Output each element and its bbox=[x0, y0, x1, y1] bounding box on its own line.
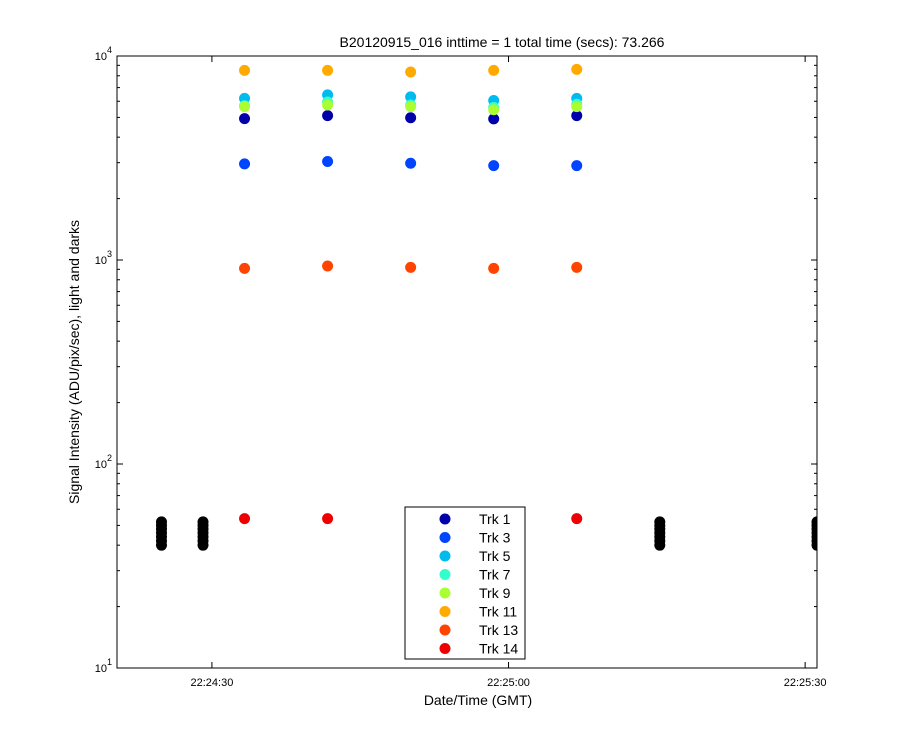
y-tick-label: 10 bbox=[95, 663, 107, 675]
series-point bbox=[239, 101, 251, 113]
series-point bbox=[571, 160, 583, 172]
series-point bbox=[322, 260, 334, 272]
dark-point bbox=[654, 516, 666, 528]
legend-marker bbox=[439, 624, 451, 636]
legend-label: Trk 7 bbox=[479, 567, 511, 583]
y-tick-label: 10 bbox=[95, 459, 107, 471]
x-tick-label: 22:24:30 bbox=[191, 677, 234, 689]
series-point bbox=[571, 63, 583, 75]
y-tick-exponent: 2 bbox=[107, 453, 112, 463]
y-tick-exponent: 3 bbox=[107, 249, 112, 259]
series-point bbox=[239, 262, 251, 274]
series-point bbox=[322, 110, 334, 122]
x-tick-label: 22:25:00 bbox=[487, 677, 530, 689]
dark-point bbox=[155, 516, 167, 528]
plot-frame bbox=[116, 55, 818, 669]
series-point bbox=[322, 64, 334, 76]
series-point bbox=[239, 513, 251, 525]
series-point bbox=[322, 513, 334, 525]
legend-label: Trk 14 bbox=[479, 641, 518, 657]
legend-label: Trk 3 bbox=[479, 530, 511, 546]
legend-label: Trk 9 bbox=[479, 585, 511, 601]
series-point bbox=[571, 101, 583, 113]
series-point bbox=[488, 262, 500, 274]
series-point bbox=[405, 91, 417, 103]
x-tick-label: 22:25:30 bbox=[784, 677, 827, 689]
x-axis-label: Date/Time (GMT) bbox=[424, 692, 532, 708]
series-point bbox=[571, 513, 583, 525]
legend-marker bbox=[439, 587, 451, 599]
legend-marker bbox=[439, 643, 451, 654]
y-tick-exponent: 1 bbox=[107, 657, 112, 667]
series-point bbox=[322, 155, 334, 167]
series-point bbox=[405, 66, 417, 78]
legend-label: Trk 11 bbox=[479, 604, 517, 620]
series-point bbox=[405, 261, 417, 273]
series-point bbox=[405, 101, 417, 113]
series-point bbox=[571, 261, 583, 273]
y-axis-label: Signal Intensity (ADU/pix/sec), light an… bbox=[66, 220, 82, 504]
chart-title: B20120915_016 inttime = 1 total time (se… bbox=[340, 34, 665, 50]
series-point bbox=[239, 158, 251, 170]
legend-marker bbox=[439, 606, 451, 617]
series-point bbox=[405, 157, 417, 169]
legend-label: Trk 13 bbox=[479, 622, 518, 638]
legend-marker bbox=[439, 550, 451, 562]
data-markers bbox=[155, 63, 817, 551]
series-point bbox=[405, 112, 417, 124]
y-tick-exponent: 4 bbox=[107, 45, 112, 55]
series-point bbox=[239, 113, 251, 125]
series-point bbox=[571, 110, 583, 122]
series-point bbox=[488, 113, 500, 125]
series-point bbox=[239, 64, 251, 76]
series-point bbox=[322, 99, 334, 111]
series-point bbox=[488, 64, 500, 76]
dark-point bbox=[811, 516, 817, 528]
y-tick-label: 10 bbox=[95, 51, 107, 63]
series-point bbox=[488, 104, 500, 116]
legend-marker bbox=[439, 513, 451, 525]
legend-marker bbox=[439, 569, 451, 580]
series-point bbox=[488, 160, 500, 172]
legend-box bbox=[404, 506, 526, 660]
dark-point bbox=[197, 516, 209, 528]
legend-marker bbox=[439, 532, 451, 543]
legend: Trk 1 Trk 3 Trk 5 Trk 7 Trk 9 Trk 11 Trk 13 Trk… bbox=[404, 506, 526, 660]
y-tick-label: 10 bbox=[95, 255, 107, 267]
legend-label: Trk 5 bbox=[479, 548, 511, 564]
legend-label: Trk 1 bbox=[479, 511, 511, 527]
